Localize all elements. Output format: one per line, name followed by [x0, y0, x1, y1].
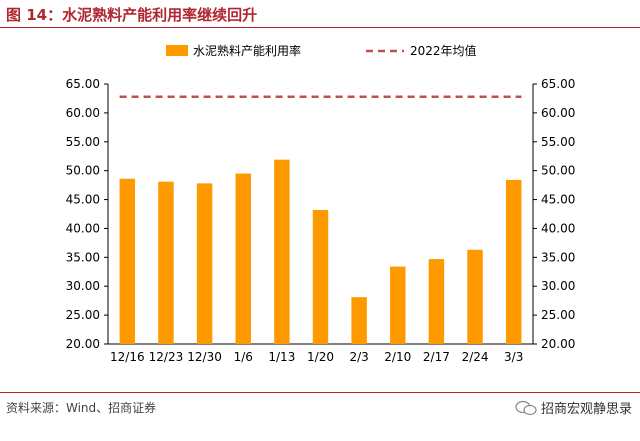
y-tick-label-left: 35.00	[66, 250, 100, 264]
x-tick-label: 1/13	[268, 350, 295, 364]
legend-label-reference: 2022年均值	[410, 43, 477, 58]
x-tick-label: 12/16	[110, 350, 145, 364]
y-tick-label-right: 40.00	[541, 221, 575, 235]
y-tick-label-left: 65.00	[66, 77, 100, 91]
source-note: 资料来源：Wind、招商证券	[6, 401, 157, 415]
x-tick-label: 2/17	[423, 350, 450, 364]
bar	[158, 181, 174, 344]
x-tick-label: 1/6	[234, 350, 253, 364]
wechat-icon	[515, 400, 537, 415]
y-tick-label-right: 55.00	[541, 135, 575, 149]
bar	[274, 159, 290, 344]
y-tick-label-right: 60.00	[541, 106, 575, 120]
bar	[351, 297, 367, 344]
x-tick-label: 1/20	[307, 350, 334, 364]
y-tick-label-left: 50.00	[66, 164, 100, 178]
source-divider	[0, 392, 640, 393]
x-tick-label: 2/10	[384, 350, 411, 364]
y-tick-label-right: 50.00	[541, 164, 575, 178]
title-divider	[0, 27, 640, 28]
bar	[428, 259, 445, 344]
x-tick-label: 3/3	[504, 350, 523, 364]
bar	[505, 179, 522, 344]
brand-watermark: 招商宏观静思录	[515, 398, 632, 417]
y-tick-label-left: 45.00	[66, 193, 100, 207]
legend: 水泥熟料产能利用率 2022年均值	[166, 43, 477, 58]
legend-label-bar: 水泥熟料产能利用率	[193, 43, 301, 58]
y-tick-label-right: 65.00	[541, 77, 575, 91]
y-tick-label-right: 35.00	[541, 250, 575, 264]
x-tick-label: 12/23	[149, 350, 184, 364]
bar	[235, 173, 251, 344]
y-tick-label-right: 30.00	[541, 279, 575, 293]
y-tick-label-left: 30.00	[66, 279, 100, 293]
y-tick-label-right: 20.00	[541, 337, 575, 351]
x-tick-label: 2/3	[349, 350, 368, 364]
bar	[467, 249, 483, 344]
x-tick-label: 12/30	[187, 350, 222, 364]
plot-area: 20.00 25.00 30.00 35.00 40.00 45.00 50.00 55.00…	[66, 77, 576, 364]
legend-swatch-bar	[166, 45, 188, 56]
y-tick-label-left: 20.00	[66, 337, 100, 351]
y-tick-label-left: 25.00	[66, 308, 100, 322]
y-tick-label-right: 25.00	[541, 308, 575, 322]
bar	[390, 266, 406, 344]
x-tick-label: 2/24	[462, 350, 489, 364]
bar	[196, 183, 213, 344]
y-tick-label-left: 60.00	[66, 106, 100, 120]
y-tick-label-left: 55.00	[66, 135, 100, 149]
y-tick-label-right: 45.00	[541, 193, 575, 207]
figure-title: 图 14：水泥熟料产能利用率继续回升	[6, 6, 258, 24]
bar	[312, 209, 329, 344]
brand-name: 招商宏观静思录	[540, 402, 632, 417]
bar	[119, 178, 136, 344]
chart: 水泥熟料产能利用率 2022年均值 20.00 25.00 30.00 35.00 40…	[66, 43, 576, 364]
y-tick-label-left: 40.00	[66, 221, 100, 235]
